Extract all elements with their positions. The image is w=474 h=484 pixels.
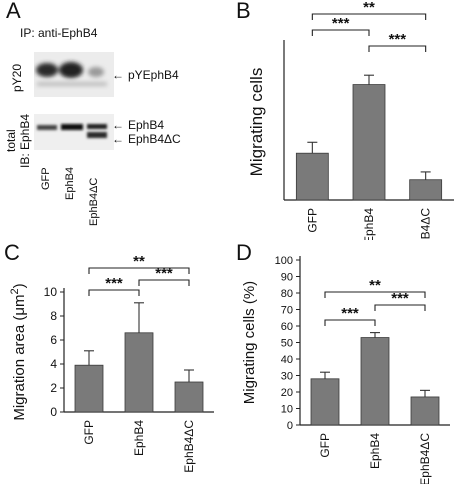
significance-label: ** [363, 0, 375, 16]
significance-bracket [374, 304, 426, 311]
bar-EphB4 [124, 332, 154, 413]
significance-bracket [311, 13, 427, 20]
bar-EphB4ΔC [174, 381, 204, 413]
pyephb4-arrow: ← [112, 68, 124, 82]
significance-bracket [88, 289, 140, 296]
category-label: GFP [305, 208, 319, 233]
significance-label: *** [332, 15, 350, 32]
category-label: GFP [82, 420, 96, 445]
category-label: EphB4ΔC [419, 208, 433, 240]
ip-label: IP: anti-EphB4 [20, 26, 98, 40]
y-tick-label: 6 [50, 333, 57, 347]
chart-c: 0 2 4 6 8 10 Migration area (μm2) GFP EphB4 EphB4… [9, 253, 214, 473]
panel-b-letter: B [236, 0, 251, 23]
significance-bracket [138, 279, 190, 286]
blot1-side-label: pY20 [10, 63, 24, 92]
category-label: GFP [318, 433, 332, 458]
significance-bracket [324, 291, 426, 298]
bar-GFP [310, 378, 340, 426]
y-tick-label: 90 [281, 272, 293, 284]
blot-total-ephb4 [34, 114, 114, 150]
category-label: EphB4 [132, 420, 146, 456]
y-axis-label: Migrating cells [247, 68, 266, 177]
significance-bracket [368, 45, 427, 52]
y-tick-label: 100 [275, 255, 293, 267]
y-tick-label: 4 [50, 357, 57, 371]
ephb4-arrow: ← [112, 118, 124, 132]
category-label: EphB4 [368, 433, 382, 469]
y-tick-label: 40 [281, 354, 293, 366]
y-tick-label: 2 [50, 381, 57, 395]
y-axis-label: Migration area (μm2) [9, 283, 28, 420]
y-tick-label: 70 [281, 305, 293, 317]
lane-label-ephb4: EphB4 [64, 166, 76, 200]
band-ephb4-py [59, 62, 83, 78]
significance-label: *** [389, 31, 407, 48]
panel-a: A IP: anti-EphB4 pY20 total IB: EphB4 ← … [0, 0, 230, 240]
bar-GFP [74, 364, 104, 413]
y-tick-label: 10 [281, 404, 293, 416]
significance-label: *** [105, 275, 123, 292]
category-label: EphB4 [362, 208, 376, 240]
significance-label: ** [369, 277, 381, 294]
significance-label: *** [155, 265, 173, 282]
significance-bracket [311, 29, 370, 36]
lane-label-ephb4dc: EphB4ΔC [88, 177, 100, 226]
ephb4-label: EphB4 [128, 118, 165, 132]
y-tick-label: 0 [287, 420, 293, 432]
pyephb4-label: pYEphB4 [128, 68, 179, 82]
band-gfp-total [37, 125, 57, 130]
blot-pyephb4 [34, 52, 114, 97]
ephb4dc-arrow: ← [112, 132, 124, 146]
blot2-side-label-total: total [4, 129, 18, 152]
y-tick-label: 80 [281, 288, 293, 300]
bar-EphB4ΔC [410, 396, 440, 426]
y-tick-label: 50 [281, 338, 293, 350]
significance-bracket [88, 267, 190, 274]
bar-EphB4 [352, 84, 386, 201]
band-ephb4-total [61, 124, 83, 130]
bar-EphB4 [360, 337, 390, 426]
y-tick-label: 20 [281, 387, 293, 399]
y-tick-label: 60 [281, 321, 293, 333]
y-tick-label: 30 [281, 371, 293, 383]
panel-d-letter: D [236, 240, 252, 265]
blot2-side-label-ib: IB: EphB4 [18, 113, 32, 168]
ephb4dc-label: EphB4ΔC [128, 132, 181, 146]
bar-EphB4ΔC [409, 179, 443, 201]
bar-GFP [295, 152, 329, 201]
panel-a-letter: A [6, 0, 21, 23]
chart-d: 0 10 20 30 40 50 60 70 80 90 100 Migrating cells (%… [241, 255, 450, 484]
significance-label: *** [341, 305, 359, 322]
band-ephb4dc-total-upper [87, 124, 107, 129]
lane-label-gfp: GFP [40, 167, 52, 190]
category-label: EphB4ΔC [418, 433, 432, 484]
band-gfp-py [36, 63, 58, 77]
y-tick-label: 8 [50, 309, 57, 323]
significance-label: *** [391, 290, 409, 307]
category-label: EphB4ΔC [182, 420, 196, 473]
significance-label: ** [133, 253, 145, 270]
band-ephb4dc-py [88, 67, 104, 77]
y-tick-label: 0 [50, 405, 57, 419]
band-ephb4dc-total-lower [87, 132, 107, 138]
panel-c-letter: C [4, 240, 20, 265]
significance-bracket [324, 319, 376, 326]
y-axis-label: Migrating cells (%) [241, 281, 258, 404]
y-tick-label: 10 [44, 285, 58, 299]
